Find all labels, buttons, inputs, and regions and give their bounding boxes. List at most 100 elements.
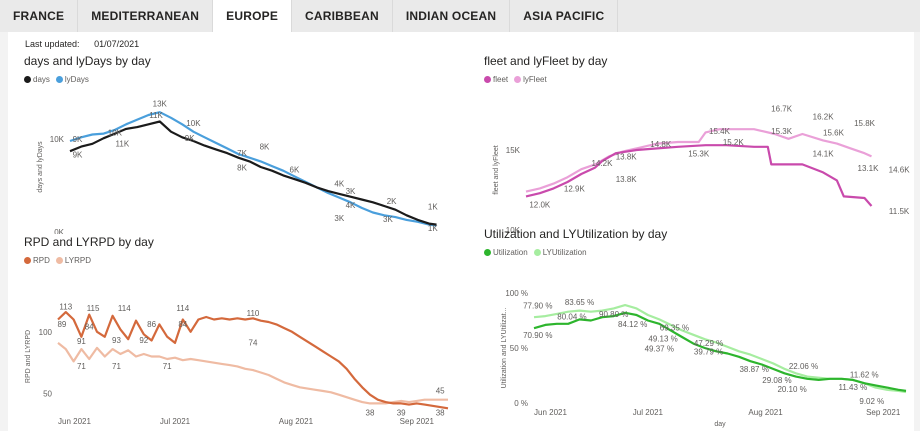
data-label: 114	[118, 304, 131, 313]
series-line-lyrpd[interactable]	[57, 342, 448, 405]
chart-legend: days lyDays	[24, 75, 89, 84]
series-line-lydays[interactable]	[69, 111, 437, 227]
chart-title: fleet and lyFleet by day	[484, 54, 608, 68]
chart-rpd[interactable]: RPD and LYRPD by day RPD LYRPD 50 100 Jun …	[24, 235, 454, 429]
data-label: 1K	[428, 203, 438, 212]
data-label: 38	[436, 409, 445, 418]
data-label: 9K	[73, 135, 83, 144]
series-line-utilization[interactable]	[533, 311, 907, 392]
data-label: 91	[77, 337, 86, 346]
legend-dot-rpd	[24, 257, 31, 264]
y-tick-label: 15K	[506, 146, 521, 155]
series-line-rpd[interactable]	[57, 311, 449, 410]
legend-item[interactable]: LYRPD	[55, 256, 91, 265]
tab-mediterranean[interactable]: MEDITERRANEAN	[78, 0, 214, 32]
data-label: 15.4K	[709, 127, 731, 136]
legend-label: LYUtilization	[542, 248, 587, 257]
y-axis-title: RPD and LYRPD	[25, 330, 32, 383]
data-label: 3K	[346, 187, 356, 196]
x-tick-label: Sep 2021	[400, 417, 435, 426]
data-label: 89	[57, 320, 66, 329]
data-label: 4K	[334, 180, 344, 189]
data-label: 14.6K	[889, 165, 910, 174]
data-label: 47.29 %	[694, 339, 723, 348]
data-label: 8K	[237, 164, 247, 173]
data-label: 15.3K	[771, 127, 793, 136]
y-tick-label: 0 %	[514, 399, 528, 408]
data-label: 69.35 %	[660, 323, 689, 332]
data-label: 114	[176, 304, 189, 313]
data-label: 14.8K	[650, 140, 672, 149]
data-label: 49.13 %	[648, 334, 677, 343]
legend-item[interactable]: days	[24, 75, 50, 84]
legend-label: RPD	[33, 256, 50, 265]
legend-label: LYRPD	[64, 256, 91, 265]
data-label: 6K	[290, 166, 300, 175]
data-label: 16.7K	[771, 105, 793, 114]
data-label: 14.1K	[813, 149, 835, 158]
legend-item[interactable]: Utilization	[484, 248, 528, 257]
data-label: 86	[147, 320, 156, 329]
legend-item[interactable]: fleet	[484, 75, 508, 84]
data-label: 3K	[383, 215, 393, 224]
data-label: 11.43 %	[838, 383, 867, 392]
data-label: 7K	[237, 149, 247, 158]
data-label: 9K	[73, 151, 83, 160]
data-label: 71	[77, 362, 86, 371]
legend-dot-lyutilization	[533, 249, 541, 256]
data-label: 93	[112, 336, 121, 345]
data-label: 10K	[108, 128, 123, 137]
data-label: 14.2K	[592, 159, 614, 168]
series-line-lyfleet[interactable]	[525, 128, 872, 193]
data-label: 22.06 %	[789, 362, 818, 371]
y-tick-label: 10K	[50, 135, 65, 144]
data-label: 113	[59, 303, 72, 312]
legend-label: days	[33, 75, 50, 84]
x-tick-label: Sep 2021	[866, 408, 901, 417]
last-updated-label: Last updated:	[25, 39, 80, 49]
data-label: 11.62 %	[850, 371, 879, 380]
data-label: 49.37 %	[645, 344, 674, 353]
data-label: 38	[366, 409, 375, 418]
legend-item[interactable]: LYUtilization	[533, 248, 587, 257]
legend-item[interactable]: lyFleet	[514, 75, 547, 84]
tab-asia-pacific[interactable]: ASIA PACIFIC	[510, 0, 619, 32]
series-line-fleet[interactable]	[525, 144, 873, 207]
data-label: 12.0K	[529, 201, 551, 210]
y-tick-label: 100	[39, 328, 53, 337]
chart-fleet[interactable]: fleet and lyFleet by day fleet lyFleet 1…	[484, 54, 910, 234]
tab-caribbean[interactable]: CARIBBEAN	[292, 0, 393, 32]
y-axis-title: fleet and lyFleet	[493, 145, 500, 194]
data-label: 13.1K	[858, 164, 880, 173]
x-tick-label: Jul 2021	[633, 408, 664, 417]
series-line-days[interactable]	[69, 120, 437, 226]
tab-indian-ocean[interactable]: INDIAN OCEAN	[393, 0, 511, 32]
legend-label: lyDays	[64, 75, 89, 84]
data-label: 10K	[186, 119, 201, 128]
chart-utilization[interactable]: Utilization and LYUtilization by day Uti…	[484, 227, 910, 429]
data-label: 15.6K	[823, 129, 845, 138]
data-label: 20.10 %	[777, 385, 806, 394]
legend-dot-lydays	[55, 76, 63, 83]
data-label: 11K	[149, 111, 163, 120]
legend-item[interactable]: RPD	[24, 256, 50, 265]
data-label: 15.8K	[854, 119, 876, 128]
data-label: 1K	[428, 224, 438, 233]
chart-svg: 0 % 50 % 100 % Jun 2021 Jul 2021 Aug 2021 Sep …	[501, 289, 907, 428]
data-label: 11.5K	[889, 207, 910, 216]
chart-days[interactable]: days and lyDays by day days lyDays 0K 10K…	[24, 54, 454, 234]
data-label: 12.9K	[564, 185, 586, 194]
data-label: 74	[249, 338, 258, 347]
data-label: 39.79 %	[694, 348, 723, 357]
y-tick-label: 50	[43, 390, 52, 399]
data-label: 77.90 %	[523, 301, 552, 310]
chart-legend: RPD LYRPD	[24, 256, 91, 265]
tab-europe[interactable]: EUROPE	[213, 0, 293, 32]
tab-france[interactable]: FRANCE	[0, 0, 79, 32]
legend-dot-lyrpd	[55, 257, 63, 264]
chart-title: Utilization and LYUtilization by day	[484, 227, 668, 241]
legend-item[interactable]: lyDays	[55, 75, 89, 84]
data-label: 90.80 %	[599, 310, 628, 319]
